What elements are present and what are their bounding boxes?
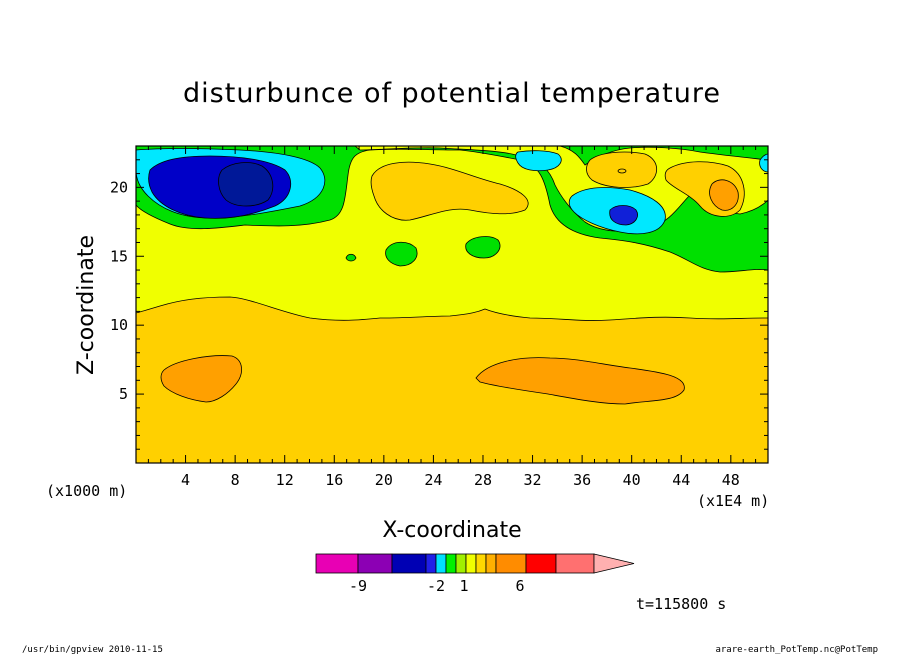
colorbar-swatch [465, 553, 477, 574]
x-unit-label: (x1E4 m) [697, 492, 769, 510]
x-tick-label: 4 [181, 471, 190, 489]
colorbar-swatch [455, 553, 467, 574]
colorbar-label: 6 [515, 577, 524, 595]
contour-fill-cyan-small [515, 150, 562, 172]
colorbar-swatch [435, 553, 447, 574]
plot-frame [135, 145, 769, 464]
colorbar-swatch [485, 553, 497, 574]
colorbar-labels: -9 -2 1 6 [349, 577, 525, 595]
contour-fill-green-blob1 [385, 241, 418, 267]
colorbar-swatch [445, 553, 457, 574]
colorbar-swatch [555, 553, 595, 574]
x-tick-label: 44 [672, 471, 690, 489]
contour-fill-green-blob3 [345, 253, 357, 262]
contour-fill-orange-low2 [475, 357, 685, 405]
colorbar-label: 1 [459, 577, 468, 595]
chart-title: disturbunce of potential temperature [183, 78, 721, 109]
contour-fill-green-blob2 [465, 236, 501, 259]
y-tick-label: 10 [110, 316, 128, 334]
colorbar-swatch [315, 553, 359, 574]
colorbar-swatch [525, 553, 557, 574]
footer-right: arare-earth_PotTemp.nc@PotTemp [715, 645, 878, 654]
contour-fill-orange-low1 [160, 355, 242, 403]
y-axis-label: Z-coordinate [74, 235, 99, 375]
x-tick-label: 20 [375, 471, 393, 489]
x-tick-label: 32 [524, 471, 542, 489]
contour-fill-gold-mid [370, 161, 529, 221]
contour-fill-blue-right [609, 205, 638, 226]
colorbar-swatch [495, 553, 527, 574]
contour-fill-orange-right [709, 179, 739, 211]
time-label: t=115800 s [636, 595, 726, 613]
y-ticks: 5 10 15 20 [110, 159, 768, 450]
x-tick-label: 40 [623, 471, 641, 489]
colorbar-label: -2 [427, 577, 445, 595]
colorbar-swatch [475, 553, 487, 574]
x-tick-label: 36 [573, 471, 591, 489]
x-axis-label: X-coordinate [382, 518, 521, 543]
contour-fill-cyan-edge [759, 153, 768, 173]
x-tick-label: 16 [325, 471, 343, 489]
y-tick-label: 20 [110, 178, 128, 196]
x-tick-label: 48 [722, 471, 740, 489]
colorbar-swatch [357, 553, 393, 574]
colorbar-swatch [425, 553, 437, 574]
contour-fill-gold-right1 [586, 151, 658, 188]
colorbar-label: -9 [349, 577, 367, 595]
y-tick-label: 5 [119, 385, 128, 403]
x-tick-label: 24 [424, 471, 442, 489]
contour-fill-darkblue-left [218, 162, 274, 207]
y-unit-label: (x1000 m) [46, 482, 127, 500]
y-tick-label: 15 [110, 247, 128, 265]
x-tick-label: 12 [276, 471, 294, 489]
x-tick-label: 28 [474, 471, 492, 489]
footer-left: /usr/bin/gpview 2010-11-15 [22, 645, 163, 654]
x-ticks: 4 8 12 16 20 24 28 32 36 40 44 48 [147, 146, 757, 489]
colorbar [315, 553, 635, 574]
x-tick-label: 8 [231, 471, 240, 489]
colorbar-arrow [593, 553, 635, 574]
colorbar-swatch [391, 553, 427, 574]
contour-small-ring [617, 168, 627, 174]
